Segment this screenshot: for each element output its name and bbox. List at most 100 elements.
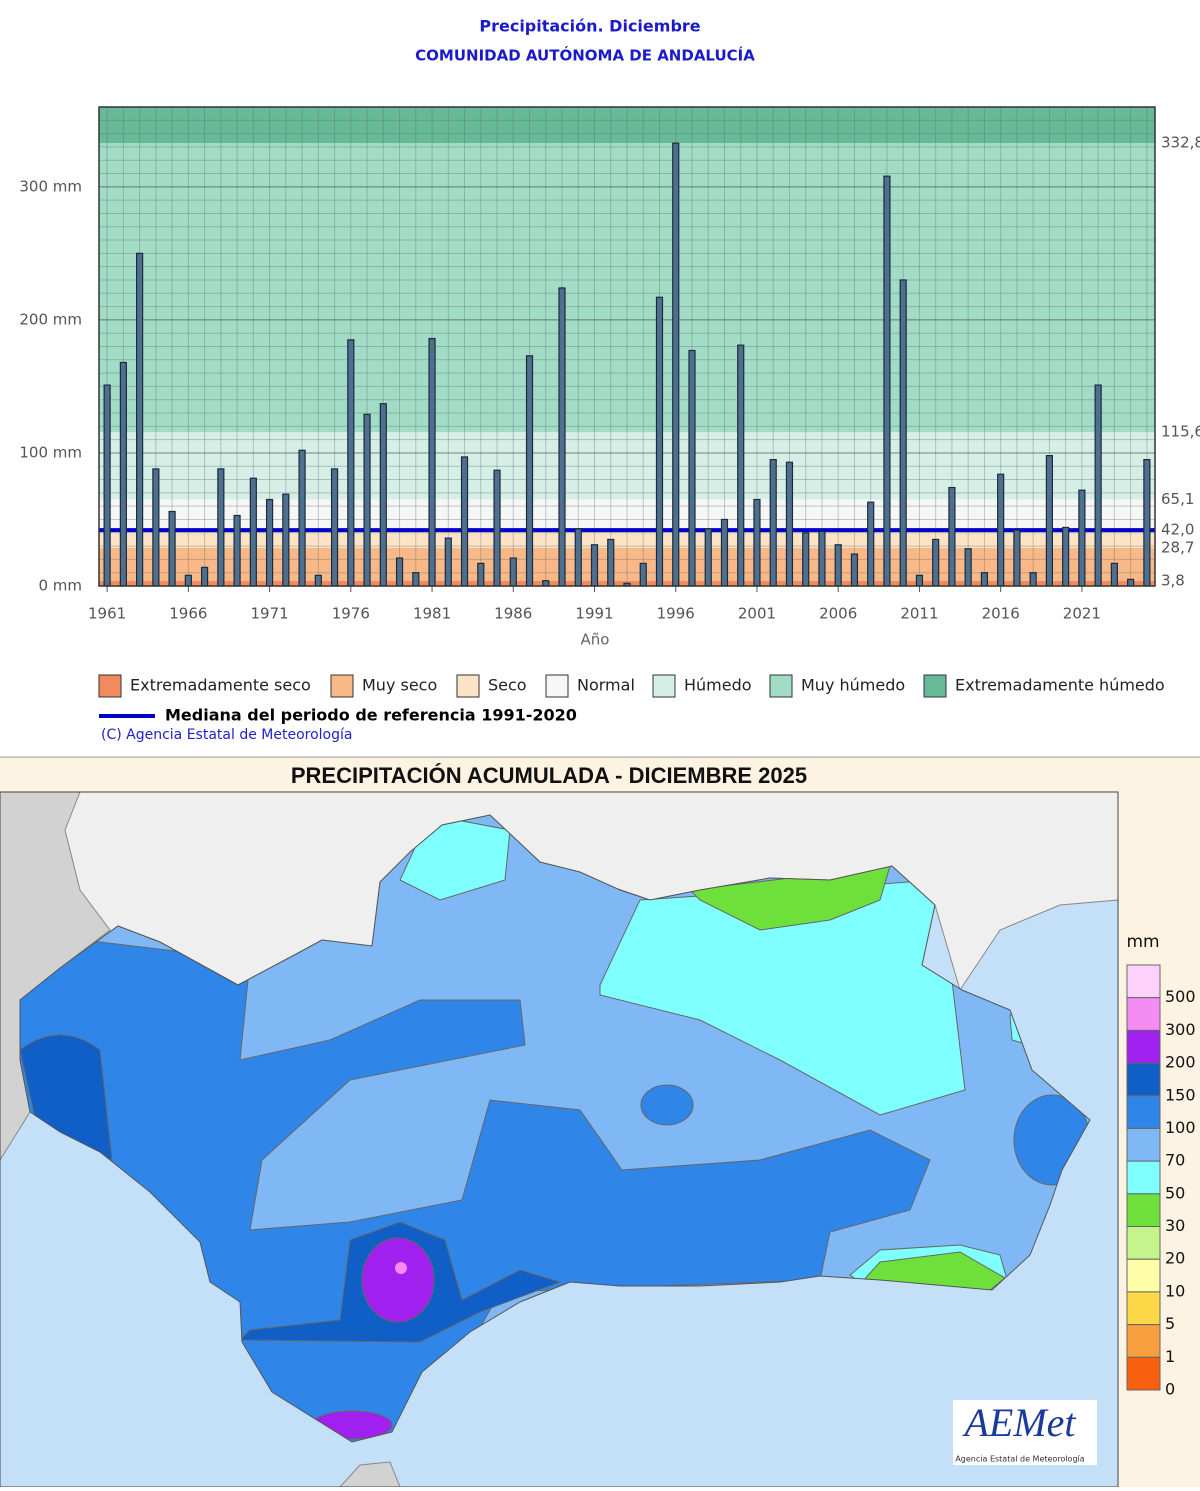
bar	[168, 510, 176, 587]
map	[0, 791, 1119, 1488]
bar	[639, 562, 647, 587]
y-tick-label: 0 mm	[38, 577, 82, 595]
bar	[347, 339, 355, 587]
bar	[460, 456, 469, 587]
bar	[1094, 384, 1102, 587]
scale-label: 200	[1165, 1053, 1196, 1072]
credit: (C) Agencia Estatal de Meteorología	[101, 727, 352, 743]
bar	[136, 252, 144, 587]
bar	[558, 287, 566, 587]
bar	[802, 532, 810, 587]
scale-label: 5	[1165, 1314, 1175, 1333]
bar	[574, 528, 582, 587]
scale-label: 300	[1165, 1020, 1196, 1039]
bar	[672, 142, 680, 587]
band	[99, 432, 1155, 500]
legend-swatch	[652, 674, 676, 698]
bar	[915, 574, 924, 587]
chart-subtitle: COMUNIDAD AUTÓNOMA DE ANDALUCÍA	[415, 46, 755, 65]
scale-label: 500	[1165, 987, 1196, 1006]
bar	[412, 572, 420, 587]
bar	[249, 477, 257, 587]
legend-swatch	[456, 674, 480, 698]
x-tick-label: 1996	[657, 605, 695, 623]
legend-label: Húmedo	[684, 676, 752, 695]
band	[99, 499, 1155, 531]
legend-swatch	[923, 674, 947, 698]
x-tick-label: 1986	[494, 605, 532, 623]
scale-label: 70	[1165, 1151, 1185, 1170]
legend: Extremadamente seco Muy seco Seco Normal Húm…	[98, 674, 1165, 698]
scale-label: 150	[1165, 1085, 1196, 1104]
bar	[1045, 455, 1054, 587]
legend-label: Extremadamente húmedo	[955, 676, 1165, 695]
x-tick-label: 1981	[413, 605, 451, 623]
x-tick-label: 2006	[819, 605, 857, 623]
legend-label: Extremadamente seco	[130, 676, 311, 695]
bar	[379, 403, 387, 587]
scale-box	[1126, 1029, 1161, 1064]
bar	[265, 498, 274, 587]
field-300-500	[395, 1262, 407, 1274]
band	[99, 143, 1155, 433]
bar	[1110, 562, 1118, 587]
bar	[607, 538, 615, 587]
x-tick-label: 2001	[738, 605, 776, 623]
legend-swatch	[545, 674, 569, 698]
andalucia-outline	[19, 814, 1091, 1443]
scale-box	[1126, 1324, 1161, 1358]
bar	[395, 557, 404, 587]
legend-swatch	[330, 674, 354, 698]
bar	[899, 279, 907, 587]
scale-label: 20	[1165, 1249, 1185, 1268]
threshold-label: 3,8	[1161, 571, 1185, 589]
bar	[1062, 526, 1070, 587]
threshold-label: 115,6	[1161, 423, 1200, 441]
bar	[542, 580, 550, 587]
bar	[493, 469, 501, 587]
x-tick-label: 2016	[982, 605, 1020, 623]
bar	[233, 514, 241, 587]
scale-label: 0	[1165, 1380, 1175, 1399]
bar	[1029, 572, 1037, 587]
bar	[152, 468, 160, 587]
y-tick-label: 100 mm	[19, 443, 82, 461]
bar	[217, 468, 225, 587]
bar	[720, 518, 729, 587]
bar	[688, 349, 696, 587]
bar	[704, 528, 712, 587]
bar	[428, 337, 436, 587]
scale-box	[1126, 1062, 1161, 1097]
bar	[655, 296, 664, 587]
bar	[103, 384, 111, 587]
bar	[119, 361, 127, 587]
map-title: PRECIPITACIÓN ACUMULADA - DICIEMBRE 2025	[291, 763, 807, 788]
bar	[964, 548, 972, 587]
plot-area: 0 mm 100 mm 200 mm 300 mm 3,8 28,742,0 65,1 115…	[19, 106, 1200, 623]
bar	[834, 544, 842, 587]
portugal-land	[0, 791, 111, 1161]
x-tick-label: 2011	[900, 605, 938, 623]
bar	[184, 574, 192, 587]
bar	[818, 530, 826, 587]
scale-box	[1126, 997, 1161, 1031]
scale-unit: mm	[1126, 932, 1159, 952]
legend-swatch	[769, 674, 793, 698]
bar	[948, 486, 956, 587]
scale-box	[1126, 1226, 1161, 1260]
logo: AEMet	[961, 1400, 1076, 1445]
threshold-label: 28,7	[1161, 538, 1194, 556]
legend-label: Muy seco	[362, 676, 437, 695]
scale-box	[1126, 1160, 1161, 1195]
y-tick-label: 300 mm	[19, 177, 82, 195]
bar	[590, 544, 599, 587]
scale-label: 10	[1165, 1281, 1185, 1300]
bar	[737, 344, 745, 587]
threshold-label: 65,1	[1161, 490, 1194, 508]
bar	[444, 537, 452, 587]
scale-box	[1126, 1127, 1161, 1162]
threshold-label: 42,0	[1161, 521, 1194, 539]
bar	[1013, 529, 1021, 587]
median-legend-label: Mediana del periodo de referencia 1991-2…	[165, 706, 577, 725]
